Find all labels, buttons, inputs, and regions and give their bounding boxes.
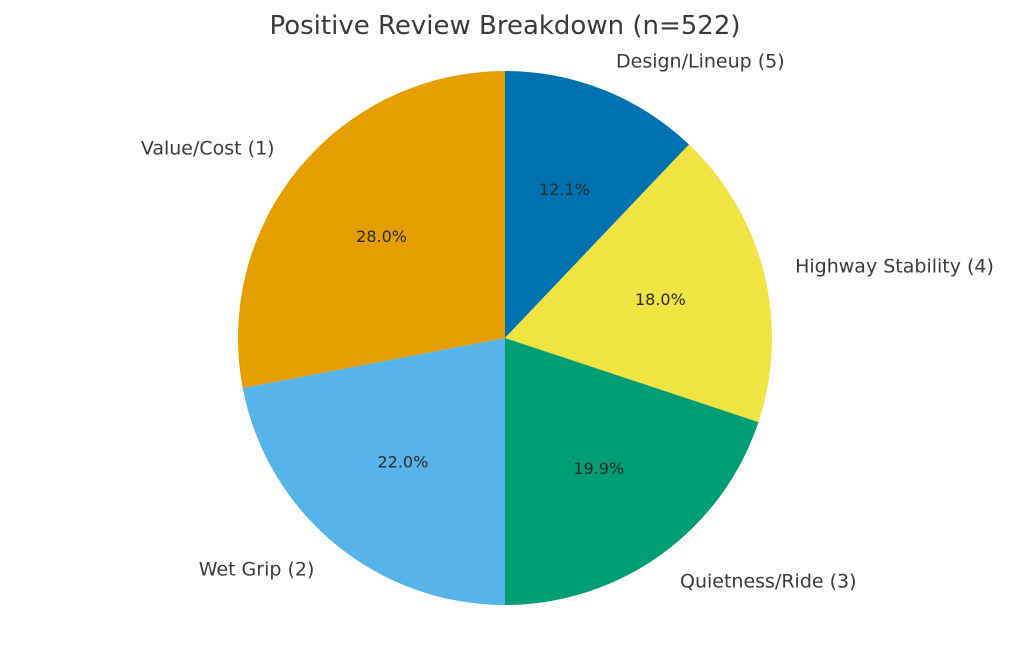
percent-label-value-cost-1: 28.0% [356,227,407,246]
percent-label-design-lineup-5: 12.1% [539,180,590,199]
category-label-quietness-ride-3: Quietness/Ride (3) [680,571,857,593]
percent-labels: 12.1% 18.0% 19.9% 22.0% 28.0% [356,180,686,478]
percent-label-wet-grip-2: 22.0% [377,452,428,471]
percent-label-highway-stability-4: 18.0% [635,290,686,309]
category-label-wet-grip-2: Wet Grip (2) [199,558,315,580]
category-label-value-cost-1: Value/Cost (1) [141,137,275,159]
pie-slice-value-cost-1 [238,71,505,389]
chart-title: Positive Review Breakdown (n=522) [269,11,740,41]
percent-label-quietness-ride-3: 19.9% [573,459,624,478]
pie-slice-highway-stability-4 [505,144,772,423]
pie-slice-wet-grip-2 [242,338,506,605]
category-label-highway-stability-4: Highway Stability (4) [795,256,994,278]
category-label-design-lineup-5: Design/Lineup (5) [616,50,785,72]
pie-slice-design-lineup-5 [505,71,689,338]
pie-slice-quietness-ride-3 [505,338,759,605]
category-labels: Design/Lineup (5) Highway Stability (4) Qu… [141,50,994,592]
pie-slices [238,71,772,605]
